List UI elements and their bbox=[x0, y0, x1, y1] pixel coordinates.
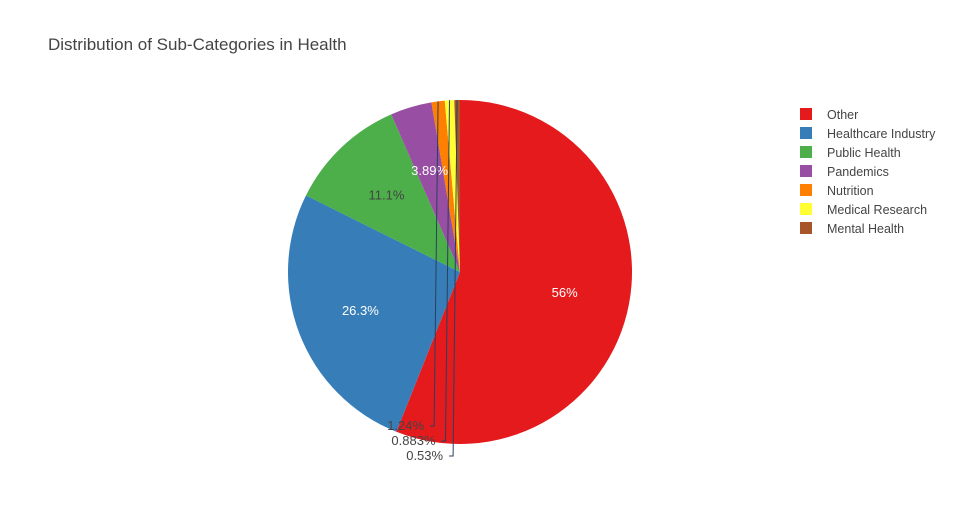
slice-label-other: 56% bbox=[552, 285, 578, 300]
legend-item-nutrition[interactable]: Nutrition bbox=[800, 184, 874, 198]
leader-line-mental-health bbox=[449, 99, 458, 457]
slice-label-pandemics: 3.89% bbox=[411, 163, 448, 178]
legend-swatch-pandemics bbox=[800, 165, 812, 177]
pie-slice-public-health[interactable] bbox=[306, 114, 460, 272]
legend-item-other[interactable]: Other bbox=[800, 108, 858, 122]
legend-swatch-medical-research bbox=[800, 203, 812, 215]
slice-label-nutrition: 1.24% bbox=[387, 418, 424, 433]
chart-title: Distribution of Sub-Categories in Health bbox=[48, 35, 347, 54]
legend-label-nutrition: Nutrition bbox=[827, 184, 874, 198]
slice-label-mental-health: 0.53% bbox=[406, 448, 443, 463]
legend-item-pandemics[interactable]: Pandemics bbox=[800, 165, 889, 179]
slice-label-medical-research: 0.883% bbox=[391, 433, 436, 448]
legend-label-other: Other bbox=[827, 108, 858, 122]
leader-line-nutrition bbox=[430, 101, 439, 427]
legend-item-public-health[interactable]: Public Health bbox=[800, 146, 901, 160]
pie-slice-mental-health[interactable] bbox=[454, 100, 460, 272]
legend-swatch-public-health bbox=[800, 146, 812, 158]
slice-label-public-health: 11.1% bbox=[369, 188, 405, 203]
legend-label-pandemics: Pandemics bbox=[827, 165, 889, 179]
legend-item-mental-health[interactable]: Mental Health bbox=[800, 222, 904, 236]
legend-label-medical-research: Medical Research bbox=[827, 203, 927, 217]
legend-label-mental-health: Mental Health bbox=[827, 222, 904, 236]
pie-slice-healthcare-industry[interactable] bbox=[287, 195, 460, 432]
legend-item-healthcare-industry[interactable]: Healthcare Industry bbox=[800, 127, 936, 141]
leader-line-medical-research bbox=[441, 100, 450, 442]
pie-slice-nutrition[interactable] bbox=[431, 100, 460, 273]
legend-swatch-healthcare-industry bbox=[800, 127, 812, 139]
pie-slices bbox=[287, 100, 633, 444]
legend-swatch-other bbox=[800, 108, 812, 120]
slice-label-healthcare-industry: 26.3% bbox=[342, 303, 379, 318]
pie-slice-other[interactable] bbox=[396, 100, 633, 444]
legend: Other Healthcare Industry Public Health Pan… bbox=[800, 108, 936, 236]
pie-slice-labels: 56% 26.3% 11.1% 3.89% 1.24%0.883%0.53% bbox=[342, 99, 578, 463]
legend-item-medical-research[interactable]: Medical Research bbox=[800, 203, 927, 217]
legend-swatch-mental-health bbox=[800, 222, 812, 234]
legend-label-public-health: Public Health bbox=[827, 146, 901, 160]
legend-swatch-nutrition bbox=[800, 184, 812, 196]
legend-label-healthcare-industry: Healthcare Industry bbox=[827, 127, 936, 141]
pie-slice-pandemics[interactable] bbox=[391, 102, 460, 272]
